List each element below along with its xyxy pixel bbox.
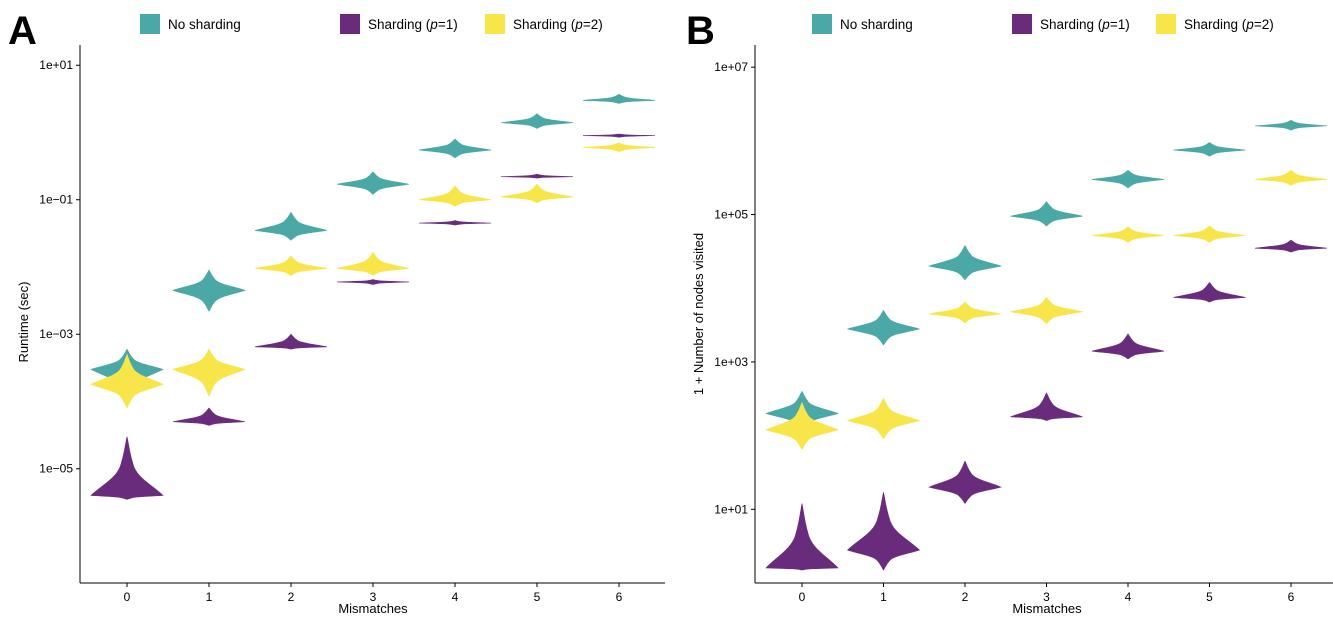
violin-sharding-p2 (254, 255, 328, 276)
legend-label-sharding-p2: Sharding (p=2) (513, 17, 603, 32)
panel-b-x-tick-label: 2 (962, 590, 969, 604)
panel-b-y-tick-label: 1e+07 (714, 60, 748, 74)
violin-sharding-p2 (928, 301, 1002, 324)
violin-sharding-p1 (582, 133, 656, 138)
violin-sharding-p1 (172, 407, 246, 426)
violin-sharding-p1 (928, 460, 1002, 504)
panel-b-y-axis-title: 1 + Number of nodes visited (691, 233, 706, 395)
panel-a-x-tick-label: 4 (452, 590, 459, 604)
violin-sharding-p1 (1010, 392, 1083, 421)
violin-no-sharding (336, 171, 410, 195)
legend-label-sharding-p1: Sharding (p=1) (368, 17, 458, 32)
panel-b-y-tick-label: 1e+03 (714, 355, 748, 369)
legend-label-sharding-p1: Sharding (p=1) (1040, 17, 1130, 32)
violin-sharding-p1 (336, 279, 410, 285)
panel-b-x-axis-title: Mismatches (1012, 601, 1082, 616)
violin-sharding-p1 (90, 436, 164, 500)
panel-a-y-tick-label: 1e+01 (39, 58, 73, 72)
legend-swatch-no-sharding (140, 14, 160, 34)
panel-a: A No sharding Sharding (p=1) Sharding (p=2… (8, 9, 665, 616)
panel-a-x-tick-label: 5 (534, 590, 541, 604)
violin-no-sharding (927, 245, 1003, 281)
panel-b-legend: No sharding Sharding (p=1) Sharding (p=2) (812, 14, 1274, 34)
panel-a-x-tick-label: 6 (616, 590, 623, 604)
violin-sharding-p2 (418, 185, 492, 207)
violin-no-sharding (500, 113, 574, 129)
violin-no-sharding (1010, 201, 1083, 227)
legend-label-no-sharding: No sharding (168, 17, 241, 32)
violin-sharding-p1 (418, 220, 492, 226)
violin-sharding-p2 (765, 402, 839, 450)
violin-no-sharding (172, 269, 246, 312)
panel-b-x-tick-label: 3 (1043, 590, 1050, 604)
violin-sharding-p1 (765, 503, 839, 571)
violin-sharding-p1 (254, 333, 328, 350)
panel-a-x-tick-label: 1 (206, 590, 213, 604)
violin-no-sharding (254, 211, 328, 241)
violin-no-sharding (1173, 142, 1246, 157)
violin-no-sharding (846, 309, 921, 346)
panel-a-x-tick-label: 0 (124, 590, 131, 604)
violin-no-sharding (1254, 120, 1328, 131)
violin-sharding-p1 (1091, 333, 1165, 360)
violin-sharding-p2 (1010, 297, 1083, 325)
violin-sharding-p2 (90, 353, 164, 409)
legend-swatch-sharding-p2 (485, 14, 505, 34)
panel-b-x-tick-label: 1 (880, 590, 887, 604)
panel-a-legend: No sharding Sharding (p=1) Sharding (p=2) (140, 14, 603, 34)
panel-b-y-tick-label: 1e+05 (714, 208, 748, 222)
panel-b-x-tick-label: 6 (1288, 590, 1295, 604)
violin-sharding-p2 (1091, 226, 1165, 243)
violin-sharding-p1 (1173, 281, 1246, 303)
panel-b: B No sharding Sharding (p=1) Sharding (p=2… (686, 9, 1333, 616)
violin-sharding-p2 (500, 183, 574, 204)
legend-swatch-no-sharding (812, 14, 832, 34)
legend-label-sharding-p2: Sharding (p=2) (1184, 17, 1274, 32)
violin-sharding-p1 (846, 492, 921, 571)
panel-a-x-axis-title: Mismatches (338, 601, 408, 616)
panel-b-letter: B (686, 9, 715, 53)
violin-sharding-p2 (582, 142, 656, 152)
legend-swatch-sharding-p1 (340, 14, 360, 34)
violin-sharding-p1 (1254, 239, 1328, 253)
panel-b-x-tick-label: 5 (1206, 590, 1213, 604)
panel-b-x-tick-label: 0 (799, 590, 806, 604)
legend-swatch-sharding-p2 (1156, 14, 1176, 34)
panel-b-y-tick-label: 1e+01 (714, 502, 748, 516)
violin-sharding-p2 (336, 251, 410, 276)
panel-a-x-tick-label: 2 (288, 590, 295, 604)
panel-b-plot: 1e+01 1e+03 1e+05 1e+07 0 1 2 3 4 5 6 (714, 45, 1333, 604)
panel-a-y-tick-label: 1e−03 (39, 327, 73, 341)
violin-sharding-p1 (500, 173, 574, 179)
violin-sharding-p2 (846, 397, 921, 440)
panel-a-x-tick-label: 3 (370, 590, 377, 604)
panel-b-x-tick-label: 4 (1125, 590, 1132, 604)
panel-a-plot: 1e−05 1e−03 1e−01 1e+01 0 1 2 3 4 5 6 (39, 45, 665, 604)
violin-no-sharding (582, 93, 656, 104)
panel-a-y-axis-title: Runtime (sec) (16, 282, 31, 363)
violin-sharding-p2 (1254, 169, 1328, 186)
violin-sharding-p2 (1173, 225, 1246, 243)
panel-a-y-tick-label: 1e−05 (39, 462, 73, 476)
legend-swatch-sharding-p1 (1012, 14, 1032, 34)
violin-no-sharding (1091, 169, 1165, 189)
panel-a-y-tick-label: 1e−01 (39, 193, 73, 207)
legend-label-no-sharding: No sharding (840, 17, 913, 32)
violin-sharding-p2 (172, 348, 246, 397)
violin-no-sharding (418, 138, 492, 159)
panel-a-letter: A (8, 9, 37, 53)
